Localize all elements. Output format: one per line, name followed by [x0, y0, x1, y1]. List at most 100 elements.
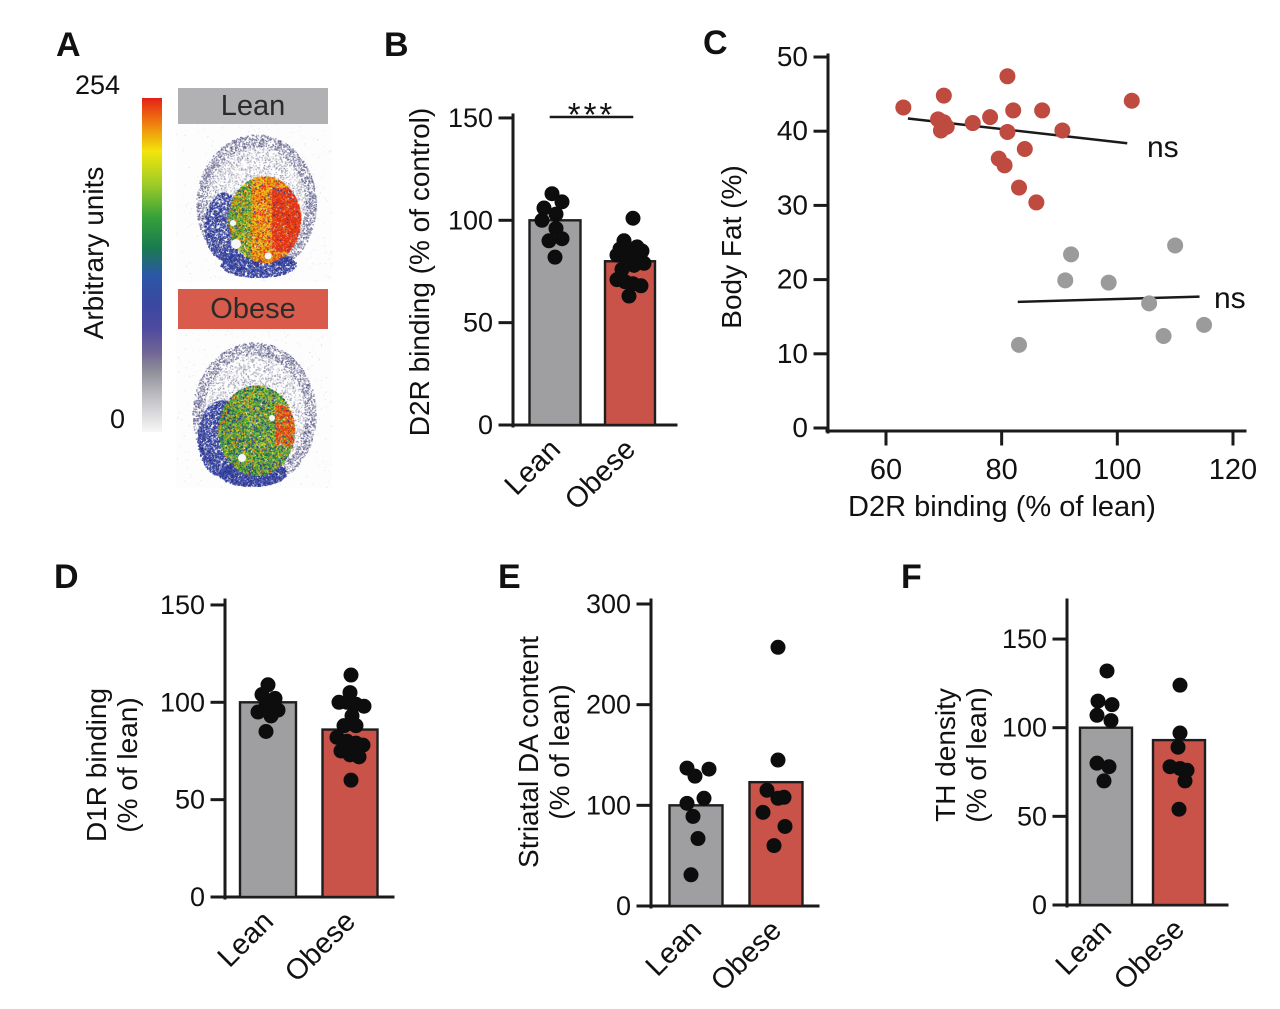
y-axis-label: D1R binding(% of lean) [81, 688, 143, 842]
scatter-point-lean [1141, 295, 1158, 312]
y-tick-label: 0 [190, 882, 205, 912]
data-point [770, 752, 786, 768]
y-axis-label: Striatal DA content(% of lean) [513, 636, 575, 868]
y-axis-label: Body Fat (%) [716, 165, 747, 328]
lean-brain-image [176, 124, 332, 282]
scatter-point-obese [964, 115, 981, 132]
scatter-point-lean [1100, 274, 1117, 291]
ns-annotation: ns [1147, 131, 1179, 164]
data-point [1172, 677, 1188, 693]
data-point [759, 782, 775, 798]
data-point [683, 867, 699, 883]
y-tick-label: 50 [463, 308, 493, 338]
y-tick-label: 300 [586, 589, 631, 619]
scatter-point-lean [1155, 327, 1172, 344]
scatter-point-obese [982, 109, 999, 126]
colorbar-max-label: 254 [74, 70, 120, 100]
data-point [263, 708, 279, 724]
data-point [1090, 693, 1106, 709]
obese-brain-image [176, 330, 332, 488]
data-point [625, 210, 641, 226]
scatter-point-obese [1034, 102, 1051, 119]
scatter-point-obese [935, 87, 952, 104]
scatter-point-obese [999, 68, 1016, 85]
data-point [777, 818, 793, 834]
y-tick-label: 100 [1002, 713, 1047, 743]
panel-letter-f: F [901, 558, 922, 596]
data-point [254, 687, 270, 703]
y-tick-label: 150 [1002, 624, 1047, 654]
obese-image-header: Obese [178, 289, 328, 329]
data-point [1101, 759, 1117, 775]
y-tick-label: 100 [160, 687, 205, 717]
data-point [541, 233, 557, 249]
colorbar [142, 98, 162, 432]
panel-letter-e: E [498, 558, 521, 596]
data-point [351, 749, 367, 765]
data-point [554, 231, 570, 247]
data-point [696, 790, 712, 806]
scatter-point-obese [996, 157, 1013, 174]
y-tick-label: 150 [160, 590, 205, 620]
y-tick-label: 100 [448, 205, 493, 235]
data-point [1170, 739, 1186, 755]
data-point [343, 772, 359, 788]
data-point [544, 186, 560, 202]
scatter-point-obese [999, 123, 1016, 140]
data-point [1103, 713, 1119, 729]
significance-stars: *** [568, 96, 616, 133]
y-tick-label: 50 [777, 41, 808, 72]
category-label: Lean [1050, 913, 1118, 981]
y-tick-label: 0 [1032, 890, 1047, 920]
panel-letter-b: B [384, 26, 409, 64]
data-point [1089, 707, 1105, 723]
scatter-point-obese [1005, 102, 1022, 119]
data-point [1096, 773, 1112, 789]
bar-lean [1078, 726, 1134, 907]
scatter-point-obese [1011, 179, 1028, 196]
data-point [547, 249, 563, 265]
data-point [701, 761, 717, 777]
scatter-point-obese [895, 99, 912, 116]
scatter-point-obese [1054, 122, 1071, 139]
lean-image-header: Lean [178, 88, 328, 124]
y-tick-label: 200 [586, 690, 631, 720]
colorbar-min-label: 0 [109, 404, 125, 434]
y-tick-label: 0 [478, 410, 493, 440]
panel-letter-d: D [54, 558, 79, 596]
data-point [355, 737, 371, 753]
y-tick-label: 0 [792, 412, 808, 443]
y-axis-label: D2R binding (% of control) [404, 108, 435, 436]
data-point [258, 724, 274, 740]
scatter-point-obese [1123, 92, 1140, 109]
data-point [356, 698, 372, 714]
x-tick-label: 120 [1209, 454, 1257, 486]
data-point [621, 288, 637, 304]
data-point [548, 206, 564, 222]
scatter-point-lean [1011, 336, 1028, 353]
bar-lean [238, 701, 298, 899]
data-point [1089, 755, 1105, 771]
data-point [348, 718, 364, 734]
data-point [626, 257, 642, 273]
panel-letter-c: C [703, 24, 728, 62]
x-tick-label: 60 [870, 454, 902, 486]
data-point [536, 200, 552, 216]
scatter-point-lean [1167, 237, 1184, 254]
data-point [250, 704, 266, 720]
data-point [336, 718, 352, 734]
y-tick-label: 20 [777, 264, 808, 295]
panel-letter-a: A [56, 26, 81, 64]
data-point [690, 831, 706, 847]
y-tick-label: 0 [616, 891, 631, 921]
scatter-point-lean [1196, 316, 1213, 333]
y-axis-label: TH density(% of lean) [930, 687, 992, 822]
scatter-point-lean [1063, 246, 1080, 263]
x-axis-label: D2R binding (% of lean) [848, 491, 1156, 523]
data-point [679, 795, 695, 811]
y-tick-label: 100 [586, 790, 631, 820]
